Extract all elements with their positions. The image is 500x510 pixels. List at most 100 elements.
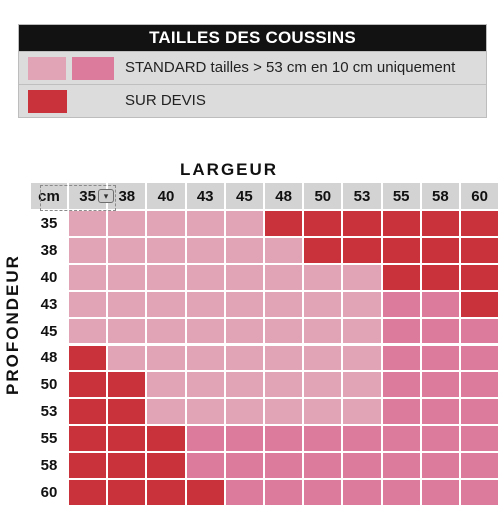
y-axis-label: PROFONDEUR (3, 254, 22, 395)
grid-cell-55x53-standard-dark (342, 425, 382, 453)
grid-cell-40x48-standard-light (264, 263, 304, 291)
row-header-53: 53 (30, 398, 68, 426)
grid-cell-40x35-standard-light (68, 263, 108, 291)
grid-cell-38x38-standard-light (107, 236, 147, 264)
legend-panel: TAILLES DES COUSSINS STANDARD tailles > … (18, 24, 487, 118)
column-selection-box[interactable] (40, 185, 116, 211)
grid-cell-38x50-devis (303, 236, 343, 264)
grid-cell-43x43-standard-light (185, 290, 225, 318)
grid-cell-38x48-standard-light (264, 236, 304, 264)
grid-cell-43x35-standard-light (68, 290, 108, 318)
grid-cell-58x35-devis (68, 452, 108, 479)
grid-cell-48x50-standard-light (303, 344, 343, 372)
grid-cell-53x55-standard-dark (381, 398, 421, 426)
grid-cell-60x38-devis (107, 479, 147, 506)
grid-cell-43x55-standard-dark (381, 290, 421, 318)
grid-cell-55x50-standard-dark (303, 425, 343, 453)
legend-row-standard: STANDARD tailles > 53 cm en 10 cm unique… (19, 51, 486, 84)
grid-cell-48x60-standard-dark (460, 344, 500, 372)
grid-cell-53x60-standard-dark (460, 398, 500, 426)
grid-cell-50x55-standard-dark (381, 371, 421, 399)
grid-cell-38x45-standard-light (224, 236, 264, 264)
column-header-40: 40 (146, 182, 186, 210)
grid-cell-58x60-standard-dark (460, 452, 500, 479)
grid-cell-40x60-devis (460, 263, 500, 291)
grid-cell-45x40-standard-light (146, 317, 186, 345)
grid-cell-53x43-standard-light (185, 398, 225, 426)
grid-cell-50x43-standard-light (185, 371, 225, 399)
grid-cell-60x40-devis (146, 479, 186, 506)
grid-cell-35x48-devis (264, 210, 304, 237)
grid-cell-40x58-devis (420, 263, 460, 291)
grid-cell-50x38-devis (107, 371, 147, 399)
grid-cell-40x55-devis (381, 263, 421, 291)
grid-cell-50x50-standard-light (303, 371, 343, 399)
grid-cell-50x35-devis (68, 371, 108, 399)
grid-cell-40x50-standard-light (303, 263, 343, 291)
grid-cell-60x35-devis (68, 479, 108, 506)
grid-cell-53x38-devis (107, 398, 147, 426)
grid-cell-60x50-standard-dark (303, 479, 343, 506)
grid-cell-48x38-standard-light (107, 344, 147, 372)
grid-cell-38x53-devis (342, 236, 382, 264)
grid-cell-43x60-devis (460, 290, 500, 318)
grid-cell-60x53-standard-dark (342, 479, 382, 506)
chevron-down-icon[interactable]: ▾ (98, 189, 114, 203)
column-header-58: 58 (420, 182, 460, 210)
column-header-48: 48 (264, 182, 304, 210)
grid-cell-48x48-standard-light (264, 344, 304, 372)
swatch-standard-dark (72, 57, 114, 80)
grid-cell-53x35-devis (68, 398, 108, 426)
grid-cell-35x40-standard-light (146, 210, 186, 237)
grid-cell-38x58-devis (420, 236, 460, 264)
row-header-58: 58 (30, 452, 68, 479)
grid-cell-58x40-devis (146, 452, 186, 479)
legend-devis-label: SUR DEVIS (125, 92, 206, 109)
grid-cell-48x58-standard-dark (420, 344, 460, 372)
grid-cell-38x55-devis (381, 236, 421, 264)
x-axis-label: LARGEUR (180, 160, 279, 179)
row-header-48: 48 (30, 344, 68, 372)
grid-cell-45x53-standard-light (342, 317, 382, 345)
grid-cell-45x55-standard-dark (381, 317, 421, 345)
grid-cell-40x45-standard-light (224, 263, 264, 291)
grid-cell-53x45-standard-light (224, 398, 264, 426)
column-header-53: 53 (342, 182, 382, 210)
grid-cell-43x53-standard-light (342, 290, 382, 318)
row-header-55: 55 (30, 425, 68, 453)
row-header-35: 35 (30, 210, 68, 237)
grid-cell-43x38-standard-light (107, 290, 147, 318)
grid-cell-60x43-devis (185, 479, 225, 506)
grid-cell-48x35-devis (68, 344, 108, 372)
grid-cell-35x50-devis (303, 210, 343, 237)
grid-cell-43x48-standard-light (264, 290, 304, 318)
grid-cell-53x40-standard-light (146, 398, 186, 426)
grid-cell-58x53-standard-dark (342, 452, 382, 479)
grid-cell-48x40-standard-light (146, 344, 186, 372)
grid-cell-55x43-standard-dark (185, 425, 225, 453)
grid-cell-43x58-standard-dark (420, 290, 460, 318)
row-header-38: 38 (30, 236, 68, 264)
swatch-devis (28, 90, 67, 113)
grid-cell-48x45-standard-light (224, 344, 264, 372)
grid-cell-53x50-standard-light (303, 398, 343, 426)
grid-cell-58x45-standard-dark (224, 452, 264, 479)
grid-cell-60x45-standard-dark (224, 479, 264, 506)
grid-cell-50x45-standard-light (224, 371, 264, 399)
grid-cell-43x50-standard-light (303, 290, 343, 318)
grid-cell-50x60-standard-dark (460, 371, 500, 399)
grid-cell-45x50-standard-light (303, 317, 343, 345)
grid-cell-43x45-standard-light (224, 290, 264, 318)
legend-standard-label: STANDARD tailles > 53 cm en 10 cm unique… (125, 59, 456, 76)
grid-cell-58x50-standard-dark (303, 452, 343, 479)
column-header-60: 60 (460, 182, 500, 210)
grid-cell-50x53-standard-light (342, 371, 382, 399)
grid-cell-58x43-standard-dark (185, 452, 225, 479)
swatch-standard-light (28, 57, 66, 80)
grid-cell-55x58-standard-dark (420, 425, 460, 453)
grid-cell-50x40-standard-light (146, 371, 186, 399)
grid-cell-55x45-standard-dark (224, 425, 264, 453)
grid-cell-45x45-standard-light (224, 317, 264, 345)
grid-cell-50x58-standard-dark (420, 371, 460, 399)
row-header-43: 43 (30, 290, 68, 318)
